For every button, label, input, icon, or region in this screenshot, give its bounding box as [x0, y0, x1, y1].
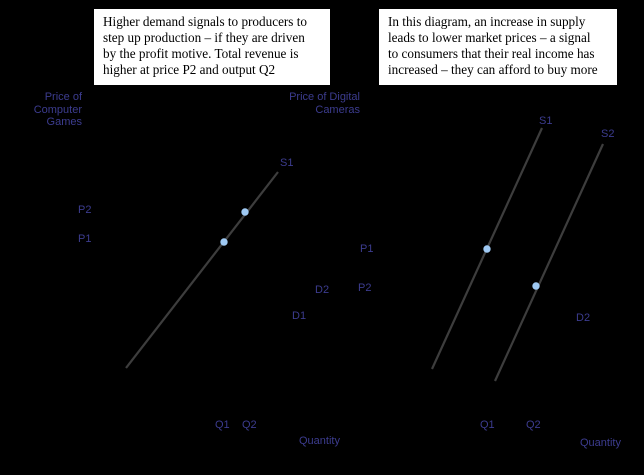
- supply-curve-s1-left: [125, 171, 279, 369]
- right-note-box: In this diagram, an increase in supply l…: [378, 8, 618, 86]
- demand-label-d2-right: D2: [576, 312, 591, 324]
- quantity-label-q2-right: Q2: [526, 419, 541, 431]
- demand-label-d1-left: D1: [292, 310, 307, 322]
- price-label-p1-left: P1: [78, 233, 92, 245]
- x-axis-label-quantity-left: Quantity: [299, 435, 340, 447]
- x-axis-label-quantity-right: Quantity: [580, 437, 621, 449]
- y-axis-label-computer-games: Price of Computer Games: [33, 91, 82, 128]
- price-label-p2-left: P2: [78, 204, 92, 216]
- supply-label-s1-right: S1: [539, 115, 553, 127]
- equilibrium-point-right-p1q1: [483, 245, 491, 253]
- quantity-label-q1-left: Q1: [215, 419, 230, 431]
- demand-label-d2-left: D2: [315, 284, 330, 296]
- price-label-p2-right: P2: [358, 282, 372, 294]
- quantity-label-q1-right: Q1: [480, 419, 495, 431]
- supply-curve-s1-right: [430, 127, 544, 370]
- equilibrium-point-left-p2q2: [241, 208, 249, 216]
- supply-label-s1-left: S1: [280, 157, 294, 169]
- y-axis-label-digital-cameras: Price of Digital Cameras: [289, 91, 360, 116]
- quantity-label-q2-left: Q2: [242, 419, 257, 431]
- equilibrium-point-right-p2q2: [532, 282, 540, 290]
- left-note-box: Higher demand signals to producers to st…: [93, 8, 331, 86]
- price-label-p1-right: P1: [360, 243, 374, 255]
- equilibrium-point-left-p1q1: [220, 238, 228, 246]
- supply-curve-s2-right: [493, 143, 605, 382]
- supply-label-s2-right: S2: [601, 128, 615, 140]
